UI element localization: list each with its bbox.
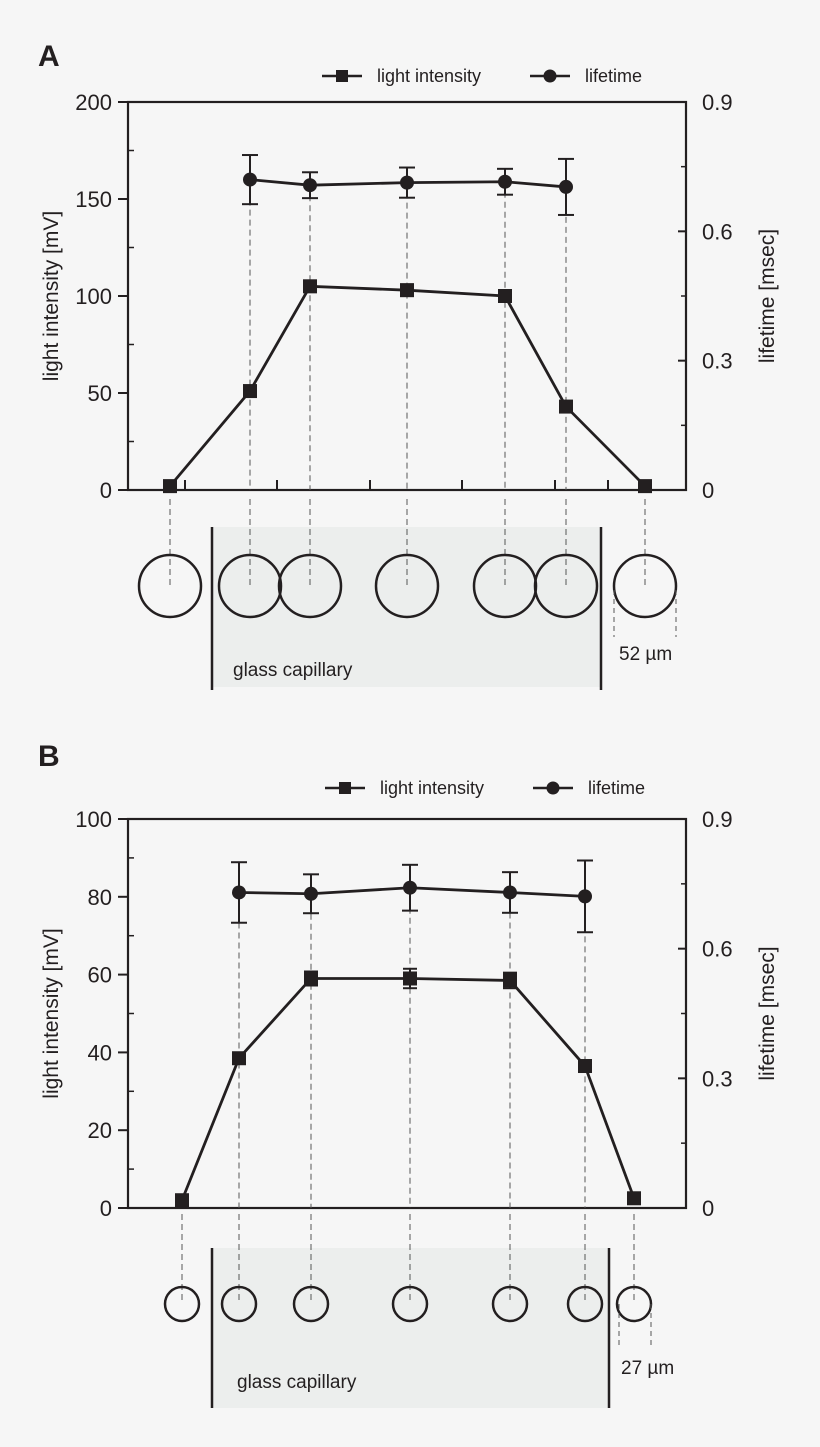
legend-circle-marker [543,69,557,83]
y-tick-label: 0 [100,478,112,503]
data-point-lifetime [578,889,592,904]
sample-position-circle [292,1285,330,1323]
legend-square-marker [336,70,348,82]
y-tick-label: 100 [75,807,112,832]
legend-label-lifetime: lifetime [588,778,645,798]
sample-position-circle [137,553,203,619]
legend-square-marker [339,782,351,794]
sample-position-circle [163,1285,201,1323]
y-axis-title: light intensity [mV] [40,211,63,381]
data-point-lifetime [503,885,517,900]
scale-label: 27 µm [621,1358,674,1379]
y-tick-label: 100 [75,284,112,309]
legend-label-light-intensity: light intensity [377,66,481,86]
sample-position-circle [277,553,343,619]
y-tick-label: 50 [88,381,112,406]
sample-position-circle [374,553,440,619]
legend-label-light-intensity: light intensity [380,778,484,798]
data-point-light-intensity [175,1193,189,1208]
data-point-lifetime [559,179,573,194]
data-point-lifetime [243,172,257,187]
data-point-lifetime [400,175,414,190]
data-point-light-intensity [243,384,257,399]
sample-position-circle [566,1285,604,1323]
data-point-lifetime [304,886,318,901]
capillary-label: glass capillary [237,1372,357,1393]
y-right-tick-label: 0.9 [702,90,733,115]
y-axis-title: light intensity [mV] [40,928,63,1098]
y-right-tick-label: 0 [702,478,714,503]
sample-position-circle [391,1285,429,1323]
capillary-label: glass capillary [233,660,353,681]
y-tick-label: 60 [88,963,112,988]
data-point-light-intensity [638,479,652,494]
y-tick-label: 80 [88,885,112,910]
data-point-lifetime [403,880,417,895]
data-point-light-intensity [627,1191,641,1206]
y-right-tick-label: 0 [702,1196,714,1221]
sample-position-circle [533,553,599,619]
data-point-light-intensity [232,1051,246,1066]
y-right-tick-label: 0.3 [702,349,733,374]
panel-label: B [38,740,60,773]
sample-position-circle [612,553,678,619]
panel-label: A [38,40,60,73]
data-point-light-intensity [578,1059,592,1074]
y-right-tick-label: 0.6 [702,219,733,244]
data-point-light-intensity [403,971,417,986]
y-tick-label: 150 [75,187,112,212]
data-point-light-intensity [303,279,317,294]
legend-label-lifetime: lifetime [585,66,642,86]
y-right-tick-label: 0.6 [702,937,733,962]
data-point-light-intensity [163,479,177,494]
scale-label: 52 µm [619,644,672,665]
y-right-tick-label: 0.3 [702,1066,733,1091]
data-point-light-intensity [559,399,573,414]
y-tick-label: 40 [88,1040,112,1065]
data-point-lifetime [232,885,246,900]
data-point-light-intensity [503,973,517,988]
y-tick-label: 0 [100,1196,112,1221]
sample-position-circle [220,1285,258,1323]
y-right-axis-title: lifetime [msec] [756,229,779,363]
y-right-axis-title: lifetime [msec] [756,946,779,1080]
data-point-light-intensity [304,971,318,986]
data-point-light-intensity [498,289,512,303]
series-line-light-intensity [180,977,636,1201]
y-tick-label: 20 [88,1118,112,1143]
y-right-tick-label: 0.9 [702,807,733,832]
sample-position-circle [491,1285,529,1323]
sample-position-circle [217,553,283,619]
data-point-light-intensity [400,283,414,298]
legend-circle-marker [546,781,560,795]
data-point-lifetime [498,174,512,189]
plot-frame [126,817,688,1210]
data-point-lifetime [303,178,317,193]
y-tick-label: 200 [75,90,112,115]
